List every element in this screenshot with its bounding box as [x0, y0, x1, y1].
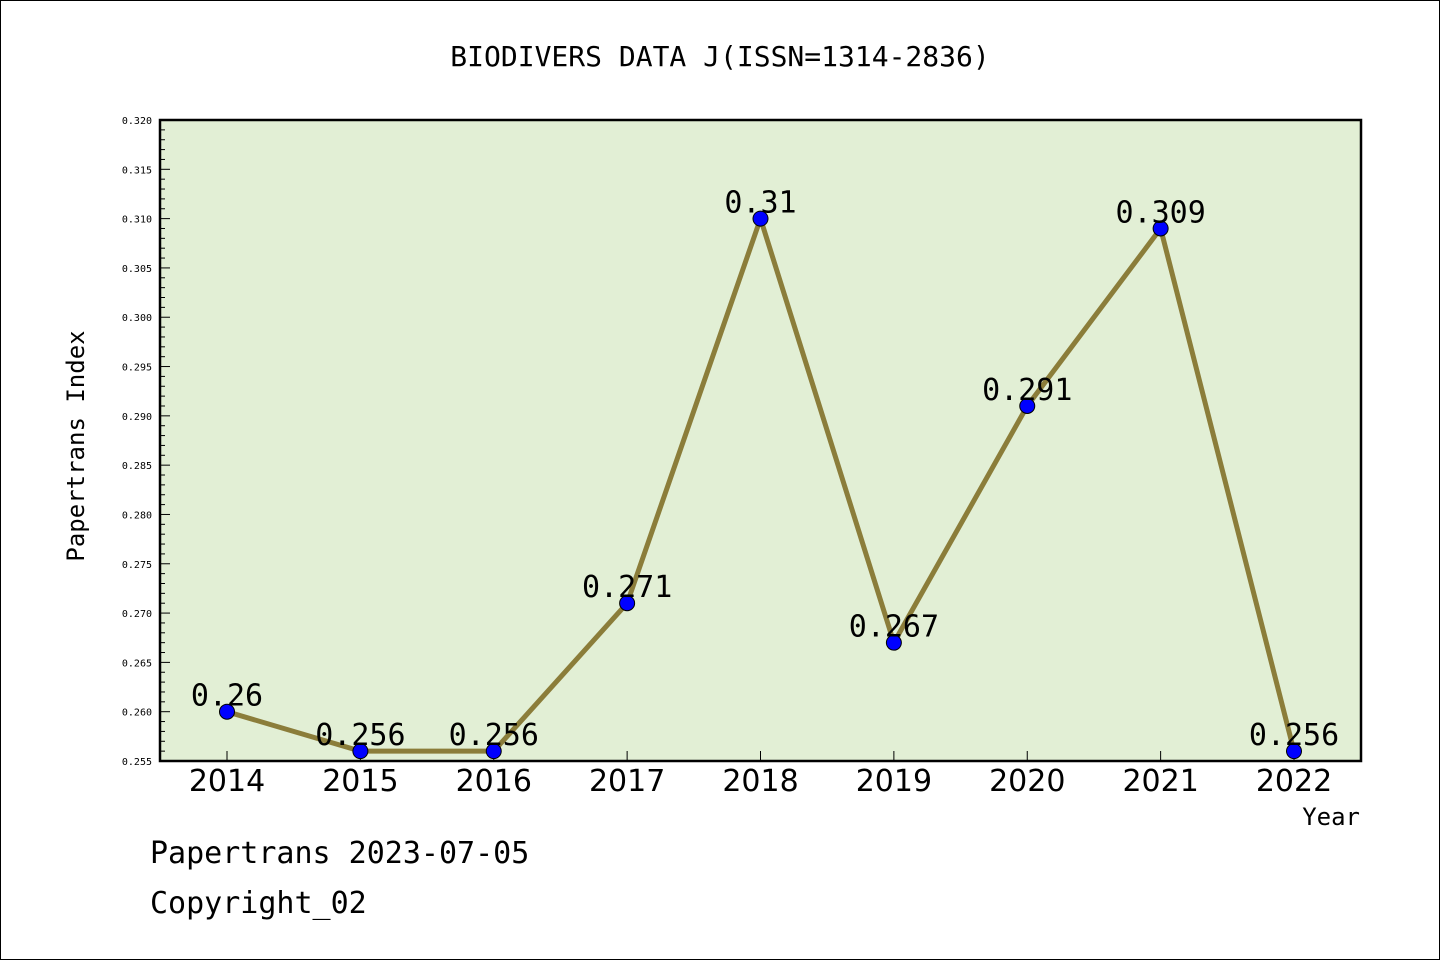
x-tick-label: 2015: [322, 764, 398, 799]
data-label: 0.271: [582, 570, 672, 605]
data-point: [752, 210, 769, 227]
series-line-group: [219, 210, 1302, 760]
data-point: [1286, 743, 1302, 760]
y-tick-label: 0.285: [122, 461, 152, 472]
footer-date: Papertrans 2023-07-05: [150, 836, 530, 871]
data-label: 0.256: [449, 718, 539, 753]
x-tick-label: 2022: [1256, 764, 1332, 799]
y-tick-label: 0.255: [122, 757, 152, 768]
y-tick-label: 0.320: [122, 116, 152, 127]
y-tick-label: 0.305: [122, 264, 152, 275]
x-tick-label: 2019: [856, 764, 932, 799]
y-tick-label: 0.300: [122, 313, 152, 324]
y-tick-label: 0.310: [122, 215, 152, 226]
y-tick-label: 0.265: [122, 658, 152, 669]
y-tick-label: 0.280: [122, 510, 152, 521]
y-tick-label: 0.315: [122, 165, 152, 176]
y-tick-label: 0.270: [122, 609, 152, 620]
footer-copyright: Copyright_02: [150, 886, 367, 921]
data-point: [1152, 220, 1169, 237]
data-label: 0.26: [191, 679, 263, 714]
x-tick-label: 2016: [456, 764, 532, 799]
x-tick-label: 2017: [589, 764, 665, 799]
data-point: [1019, 397, 1036, 414]
y-tick-label: 0.290: [122, 412, 152, 423]
x-tick-label: 2020: [989, 764, 1065, 799]
y-tick-label: 0.260: [122, 708, 152, 719]
x-tick-label: 2014: [189, 764, 265, 799]
data-label: 0.256: [1249, 718, 1339, 753]
data-label: 0.309: [1115, 195, 1205, 230]
chart-title: BIODIVERS DATA J(ISSN=1314-2836): [450, 40, 989, 73]
data-label: 0.256: [315, 718, 405, 753]
x-axis-label: Year: [1302, 803, 1360, 831]
data-label: 0.291: [982, 373, 1072, 408]
y-axis-label: Papertrans Index: [62, 330, 90, 561]
data-point: [485, 743, 502, 760]
data-label: 0.267: [849, 610, 939, 645]
data-labels: 0.26 0.256 0.256 0.271 0.31 0.267 0.291 0.309 0.…: [191, 186, 1339, 754]
data-point: [219, 703, 235, 720]
y-axis: 0.255 0.260 0.265 0.270 0.275 0.280 0.285 0.290…: [122, 116, 170, 768]
data-label: 0.31: [724, 186, 796, 221]
y-tick-label: 0.295: [122, 363, 152, 374]
data-point: [619, 595, 636, 612]
x-tick-label: 2021: [1122, 764, 1198, 799]
x-axis: 2014 2015 2016 2017 2018 2019 2020 2021 2022: [189, 751, 1332, 799]
data-point: [352, 743, 369, 760]
data-point: [885, 634, 902, 651]
x-tick-label: 2018: [722, 764, 798, 799]
y-tick-label: 0.275: [122, 560, 152, 571]
